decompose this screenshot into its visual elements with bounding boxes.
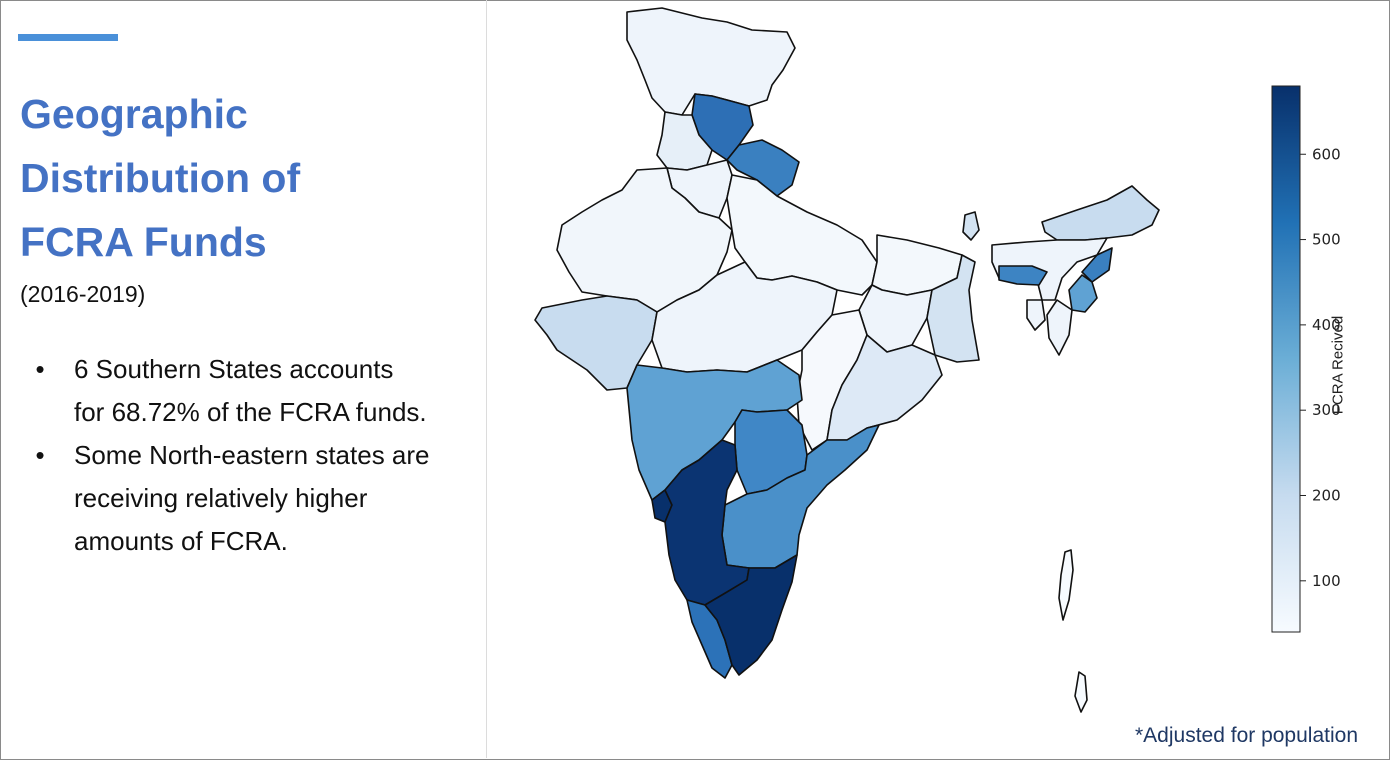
footnote: *Adjusted for population: [1135, 724, 1358, 747]
colorbar-gradient: [1271, 85, 1301, 633]
bullet-icon: •: [35, 354, 45, 384]
colorbar-label: FCRA Recived: [1329, 315, 1347, 415]
region-tripura: [1026, 299, 1046, 331]
region-meghalaya: [998, 265, 1048, 286]
region-mizoram: [1046, 299, 1073, 356]
colorbar-tick-label: 100: [1312, 572, 1341, 590]
colorbar-ticks: 600 500 400 300 200 100: [1300, 145, 1341, 590]
colorbar-tick-label: 400: [1312, 316, 1341, 334]
date-range-subtitle: (2016-2019): [20, 281, 146, 307]
bullet-icon: •: [35, 440, 45, 470]
region-andaman-islands: [1058, 549, 1074, 621]
region-nagaland: [1081, 247, 1113, 283]
title-line: Geographic: [20, 91, 248, 137]
colorbar-tick-label: 500: [1312, 231, 1341, 249]
region-west-bengal: [926, 254, 980, 363]
region-manipur: [1068, 274, 1098, 313]
map-svg: 600 500 400 300 200 100: [534, 7, 1341, 713]
colorbar-tick-label: 300: [1312, 401, 1341, 419]
bullet-item: • 6 Southern States accounts for 68.72% …: [30, 348, 430, 434]
bullet-list: • 6 Southern States accounts for 68.72% …: [30, 348, 430, 563]
bullet-text: Some North-eastern states are receiving …: [74, 440, 430, 556]
colorbar-tick-label: 600: [1312, 145, 1341, 163]
region-tamil-nadu: [704, 554, 798, 676]
bullet-text: 6 Southern States accounts for 68.72% of…: [74, 354, 427, 427]
title-line: Distribution of: [20, 155, 301, 201]
panel-divider: [486, 0, 487, 758]
colorbar-tick-label: 200: [1312, 487, 1341, 505]
india-choropleth-map: 600 500 400 300 200 100 *Adjusted for populat…: [487, 0, 1388, 758]
region-uttarakhand: [726, 139, 800, 197]
region-arunachal-pradesh: [1041, 185, 1160, 241]
region-sikkim: [962, 211, 980, 241]
region-odisha: [826, 334, 943, 441]
accent-bar: [18, 34, 118, 41]
title-line: FCRA Funds: [20, 219, 267, 265]
region-nicobar-islands: [1074, 671, 1088, 713]
slide-title: Geographic Distribution of FCRA Funds: [20, 82, 460, 274]
bullet-item: • Some North-eastern states are receivin…: [30, 434, 430, 563]
region-karnataka: [664, 439, 750, 606]
